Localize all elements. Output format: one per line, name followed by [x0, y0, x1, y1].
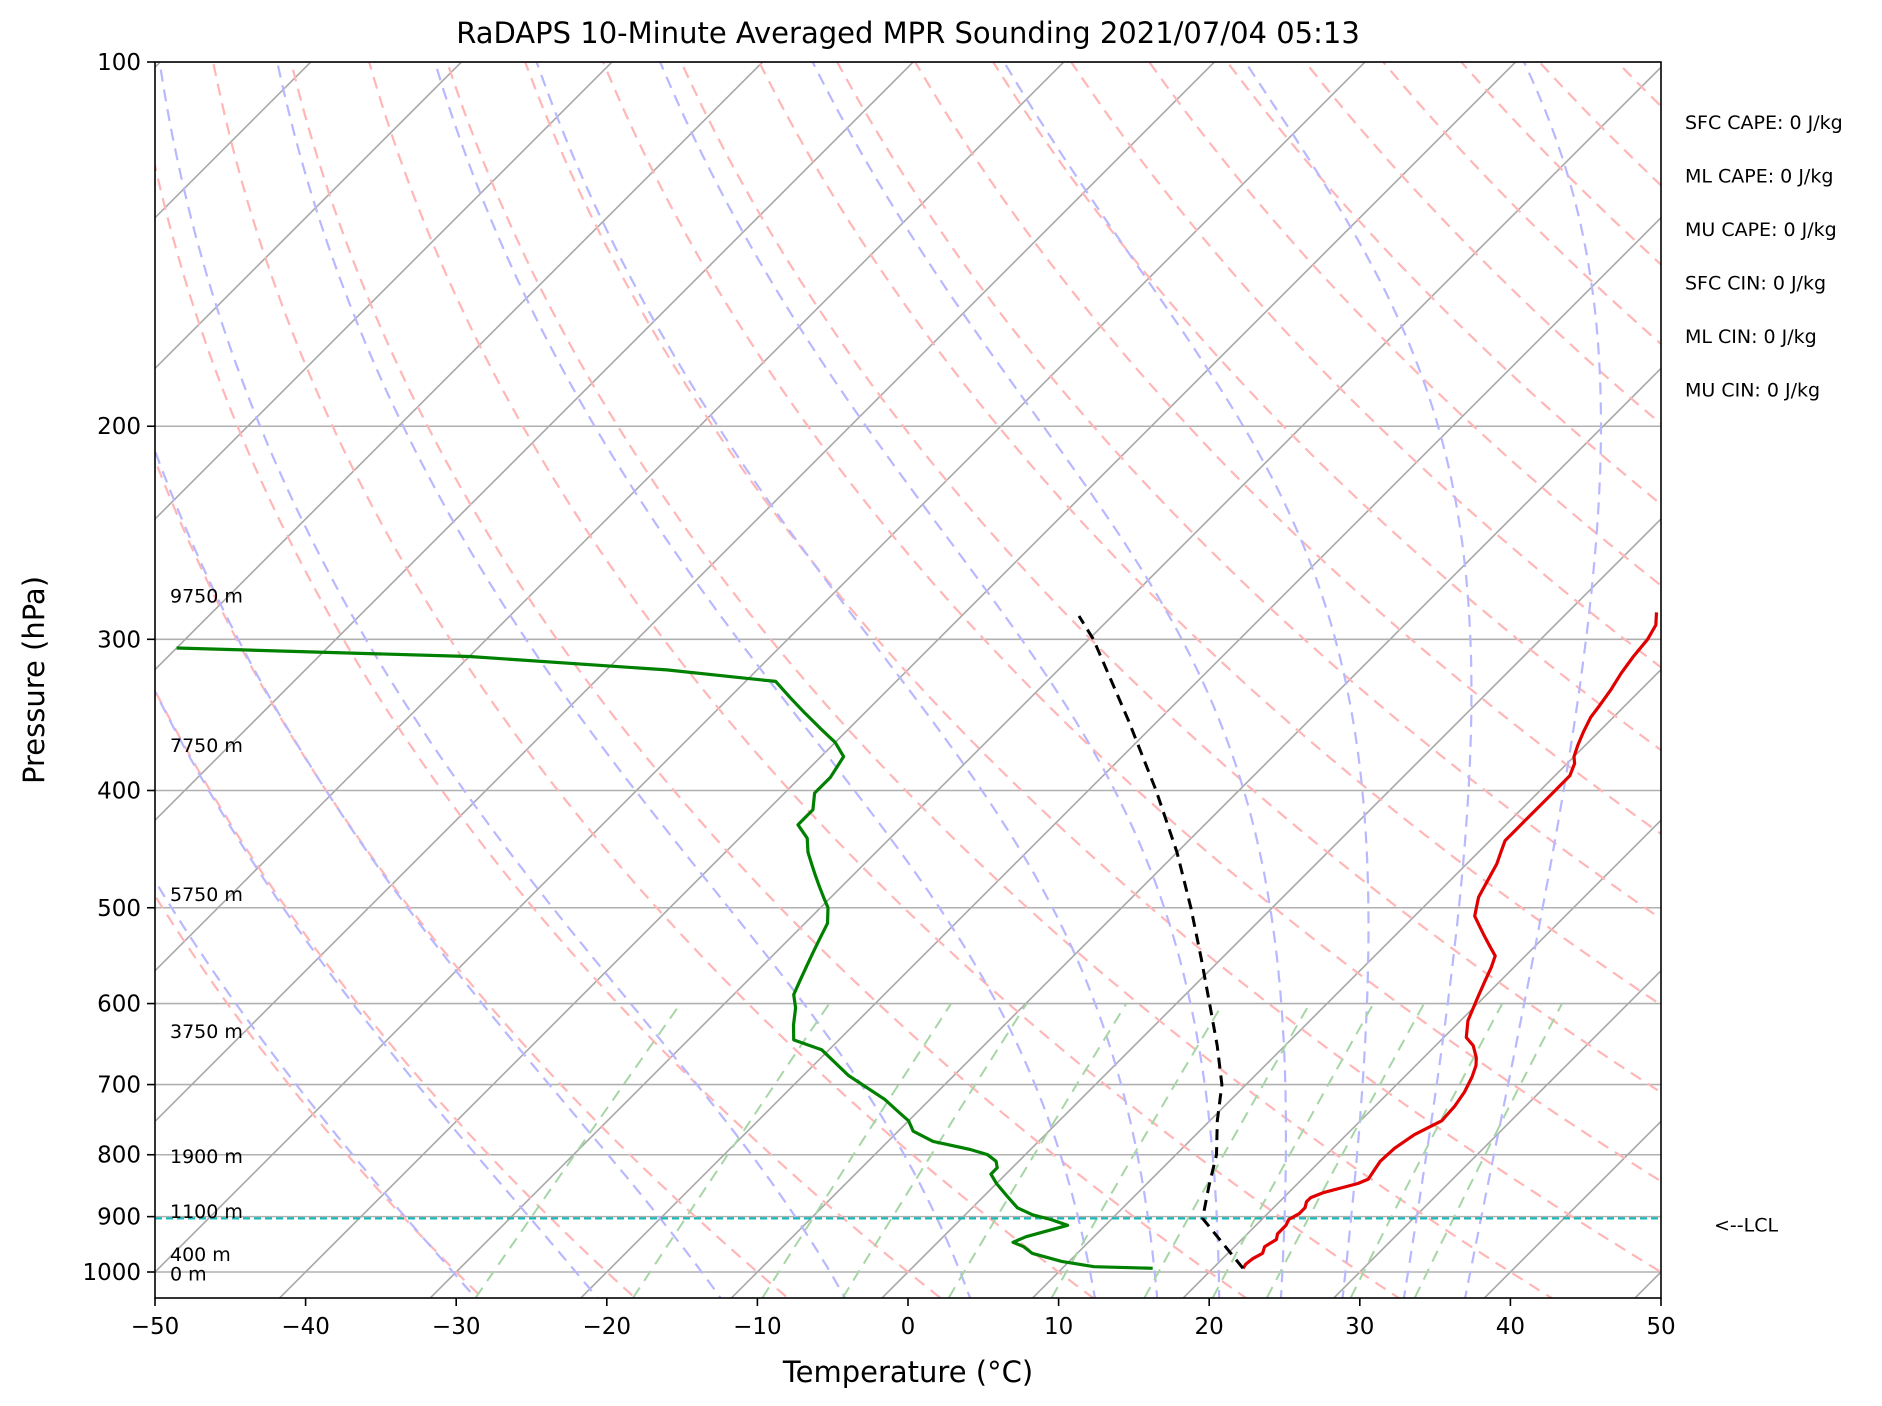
x-tick-label: 30	[1345, 1314, 1374, 1340]
height-label: 1100 m	[170, 1201, 243, 1223]
index-text: MU CIN: 0 J/kg	[1685, 380, 1820, 402]
lcl-label: <--LCL	[1714, 1214, 1778, 1236]
dry-adiabat-line	[367, 62, 1401, 1298]
dry-adiabat-line	[445, 62, 1554, 1298]
index-text: SFC CIN: 0 J/kg	[1685, 273, 1826, 295]
index-text: ML CAPE: 0 J/kg	[1685, 166, 1833, 188]
moist-adiabat-line	[535, 62, 1159, 1298]
moist-adiabat-line	[433, 62, 1097, 1298]
dry-adiabat-line	[835, 62, 1661, 921]
dry-adiabat-line	[1147, 62, 1661, 587]
mixing-ratio-line	[632, 1003, 831, 1298]
temperature-line	[1241, 612, 1659, 1270]
isotherm-line	[155, 62, 1216, 1123]
chart-title: RaDAPS 10-Minute Averaged MPR Sounding 2…	[456, 16, 1360, 50]
mixing-ratio-line	[841, 1003, 1028, 1298]
isotherm-line	[155, 62, 463, 370]
index-text: MU CAPE: 0 J/kg	[1685, 219, 1837, 241]
moist-adiabat-line	[1002, 62, 1370, 1298]
dry-adiabat-line	[155, 688, 637, 1298]
mixing-ratio-line	[474, 1003, 682, 1298]
mixing-ratio-line	[1349, 1003, 1504, 1298]
data-series	[176, 612, 1659, 1270]
x-tick-label: −50	[131, 1314, 180, 1340]
moist-adiabat-line	[1463, 62, 1603, 1298]
isotherm-line	[155, 62, 1065, 972]
dry-adiabat-line	[211, 62, 1096, 1298]
moist-adiabat-line	[158, 62, 847, 1298]
height-label: 0 m	[170, 1264, 207, 1286]
dry-adiabat-line	[679, 62, 1661, 1094]
x-tick-label: 0	[901, 1314, 916, 1340]
mixing-ratio-line	[1211, 1003, 1375, 1298]
x-tick-label: −40	[281, 1314, 330, 1340]
y-tick-label: 300	[97, 627, 141, 653]
isotherm-line	[579, 216, 1661, 1298]
stability-indices: SFC CAPE: 0 J/kg ML CAPE: 0 J/kg MU CAPE: …	[1685, 112, 1843, 402]
index-text: SFC CAPE: 0 J/kg	[1685, 112, 1843, 134]
x-tick-label: −30	[432, 1314, 481, 1340]
isotherm-line	[155, 62, 614, 521]
isotherm-line	[155, 62, 915, 822]
x-axis-label: Temperature (°C)	[782, 1355, 1033, 1389]
isotherm-line	[1031, 668, 1661, 1298]
mixing-ratio-line	[1143, 1003, 1311, 1298]
dry-adiabat-line	[601, 62, 1661, 1183]
dry-adiabat-line	[289, 62, 1249, 1298]
y-axis: 100 200 300 400 500 600 700 800 900 1000	[82, 50, 155, 1286]
x-tick-label: 20	[1195, 1314, 1224, 1340]
y-tick-label: 700	[97, 1073, 141, 1099]
y-tick-label: 1000	[82, 1260, 141, 1286]
y-tick-label: 100	[97, 50, 141, 76]
mixing-ratio-line	[948, 1003, 1128, 1298]
dry-adiabat-line	[913, 62, 1661, 836]
isotherm-line	[1182, 819, 1661, 1298]
mixing-ratio-line	[1413, 1003, 1563, 1298]
y-tick-label: 200	[97, 414, 141, 440]
y-tick-label: 800	[97, 1143, 141, 1169]
height-label: 9750 m	[170, 586, 243, 608]
moist-adiabat-line	[155, 447, 722, 1298]
dry-adiabat-line	[155, 893, 484, 1298]
isotherm-line	[1332, 969, 1661, 1298]
y-tick-label: 500	[97, 896, 141, 922]
mixing-ratio-line	[1050, 1003, 1224, 1298]
moist-adiabat-line	[811, 62, 1287, 1298]
height-label: 400 m	[170, 1244, 231, 1266]
dry-adiabat-line	[155, 456, 790, 1298]
y-tick-label: 900	[97, 1205, 141, 1231]
moist-adiabat-line	[1243, 62, 1473, 1298]
height-label: 1900 m	[170, 1146, 243, 1168]
dry-adiabat-line	[757, 62, 1661, 1007]
background-lines	[155, 62, 1661, 1298]
x-axis: −50 −40 −30 −20 −10 0 10 20 30 40 50	[131, 1298, 1676, 1340]
x-tick-label: 50	[1646, 1314, 1675, 1340]
height-label: 5750 m	[170, 884, 243, 906]
isotherm-line	[730, 367, 1661, 1298]
x-tick-label: 40	[1496, 1314, 1525, 1340]
x-tick-label: 10	[1044, 1314, 1073, 1340]
isotherm-line	[880, 517, 1661, 1298]
height-label: 7750 m	[170, 735, 243, 757]
isotherm-line	[155, 62, 764, 671]
y-tick-label: 600	[97, 992, 141, 1018]
y-axis-label: Pressure (hPa)	[17, 576, 51, 784]
x-tick-label: −20	[583, 1314, 632, 1340]
moist-adiabat-line	[276, 62, 972, 1298]
x-tick-label: −10	[733, 1314, 782, 1340]
y-tick-label: 400	[97, 778, 141, 804]
mixing-ratio-line	[761, 1003, 953, 1298]
isotherm-line	[278, 62, 1517, 1298]
isotherm-line	[429, 66, 1661, 1298]
height-labels: 9750 m 7750 m 5750 m 3750 m 1900 m 1100 m 400 …	[170, 586, 243, 1286]
dewpoint-line	[176, 646, 1153, 1270]
height-label: 3750 m	[170, 1021, 243, 1043]
index-text: ML CIN: 0 J/kg	[1685, 326, 1817, 348]
mixing-ratio-line	[1266, 1003, 1425, 1298]
